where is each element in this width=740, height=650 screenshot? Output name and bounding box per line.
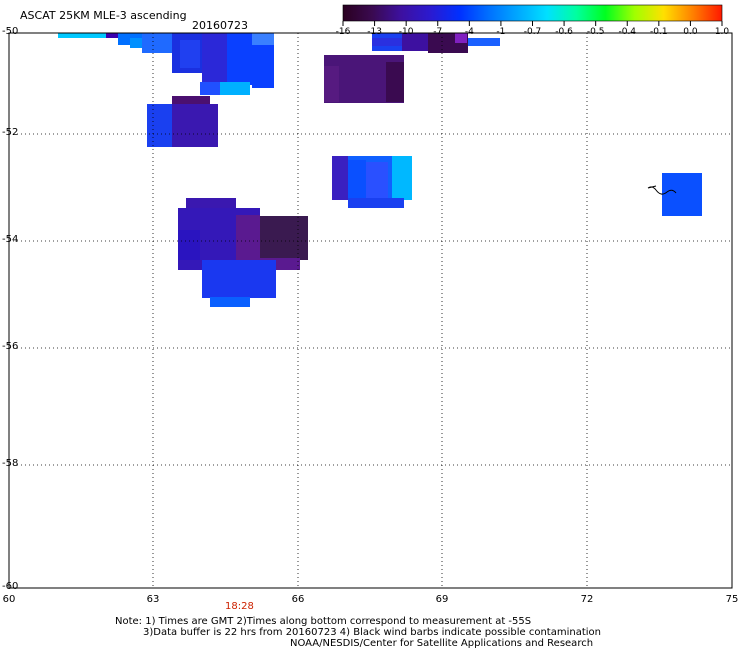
lon-label: 66 [291,594,305,605]
lat-label: -52 [2,127,19,138]
data-cell [372,38,402,46]
data-cell [202,33,227,83]
data-cell [386,62,404,102]
lon-label: 75 [725,594,739,605]
data-cell [130,38,142,48]
grid-lines [9,33,732,588]
note-line-3: NOAA/NESDIS/Center for Satellite Applica… [290,638,594,649]
data-cell [180,40,200,68]
colorbar-tick-label: -0.7 [523,27,542,37]
data-cell [348,160,366,200]
lon-label: 72 [580,594,594,605]
note-line-2: 3)Data buffer is 22 hrs from 20160723 4)… [143,627,601,638]
data-cell [202,260,276,298]
colorbar-tick-label: -4 [464,27,474,37]
data-cell [210,297,250,307]
data-cell [392,156,412,200]
colorbar-tick-label: 0.0 [683,27,698,37]
data-cell [332,156,348,200]
colorbar-tick-label: -0.6 [555,27,573,37]
colorbar [342,4,723,26]
colorbar-tick-label: -16 [335,27,351,37]
colorbar-tick-label: -0.5 [586,27,605,37]
data-cell [402,33,428,51]
data-cell [172,104,218,147]
data-cell [252,33,274,45]
colorbar-tick-label: -0.1 [650,27,668,37]
data-cell [366,162,388,202]
data-cell [455,33,467,43]
data-cells [58,33,702,307]
data-cell [147,104,172,147]
lon-label: 60 [2,594,16,605]
product-title: ASCAT 25KM MLE-3 ascending [20,9,187,22]
colorbar-gradient [342,4,723,22]
data-cell [142,33,172,53]
data-cell [227,33,252,85]
data-cell [178,230,200,260]
colorbar-tick-label: -10 [398,27,414,37]
data-cell [58,33,106,38]
colorbar-tick-label: -1 [496,27,506,37]
data-cell [260,216,308,260]
time-label: 18:28 [225,601,254,612]
lon-label: 63 [146,594,160,605]
lat-label: -56 [2,341,19,352]
colorbar-tick-label: -7 [433,27,443,37]
plot-frame [8,32,733,589]
colorbar-tick-label: -13 [367,27,382,37]
lat-label: -58 [2,458,19,469]
lat-label: -54 [2,234,19,245]
data-cell [324,66,339,102]
lat-label: -50 [2,26,19,37]
lat-label: -60 [2,581,19,592]
data-cell [220,82,250,95]
data-cell [468,38,500,46]
data-cell [200,82,220,95]
product-date: 20160723 [192,19,248,32]
lon-label: 69 [435,594,449,605]
note-line-1: Note: 1) Times are GMT 2)Times along bot… [115,616,532,627]
data-cell [106,33,118,38]
data-cell [348,198,404,208]
data-cell [662,173,702,216]
colorbar-tick-label: 1.0 [714,27,730,37]
wind-barb [647,185,677,195]
data-cell [252,38,274,88]
colorbar-tick-label: -0.4 [618,27,637,37]
